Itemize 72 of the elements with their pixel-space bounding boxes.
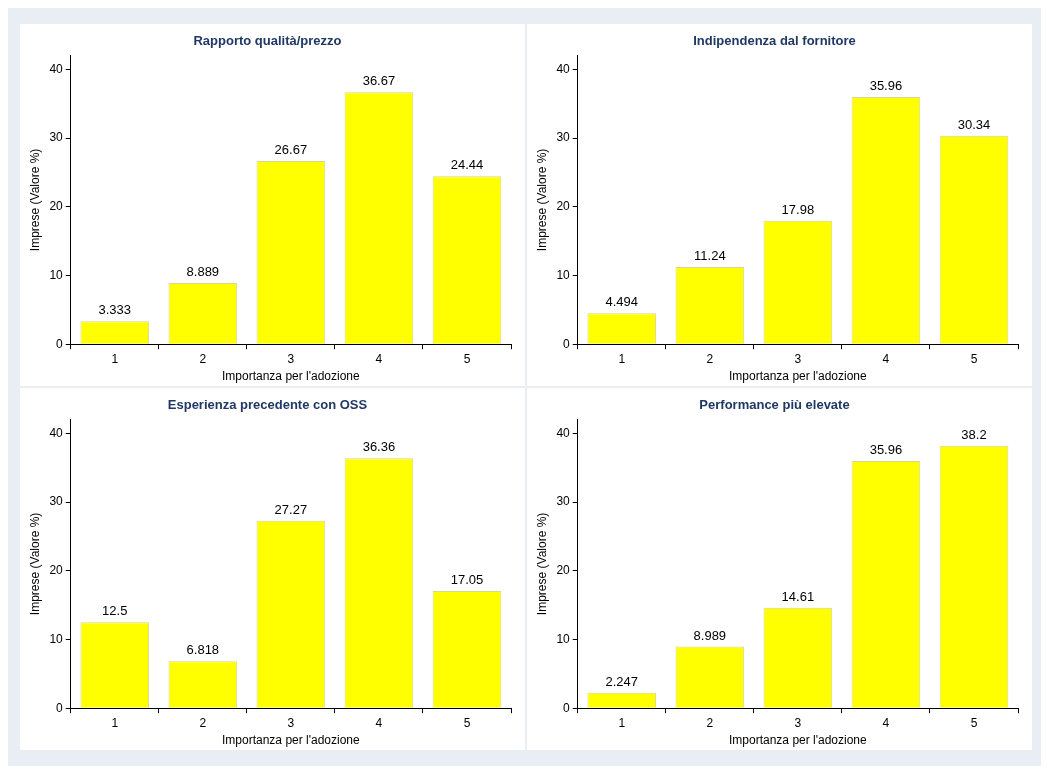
x-tick-label: 2 [706, 715, 714, 730]
data-label: 27.27 [274, 501, 308, 517]
y-tick-label: 0 [563, 336, 571, 351]
y-tick-label: 40 [49, 61, 64, 76]
x-axis-title: Importanza per l'adozione [729, 369, 868, 384]
data-label: 6.818 [186, 642, 220, 658]
x-tick-label: 3 [794, 715, 802, 730]
y-tick-label: 10 [49, 631, 64, 646]
x-tick-label: 1 [618, 715, 626, 730]
x-tick-label: 4 [882, 351, 890, 366]
chart-title: Rapporto qualità/prezzo [193, 33, 342, 49]
x-tick-label: 4 [375, 351, 383, 366]
chart-title: Esperienza precedente con OSS [167, 397, 368, 413]
x-tick-label: 5 [463, 351, 471, 366]
y-axis-title: Imprese (Valore %) [27, 512, 42, 616]
y-tick-label: 10 [49, 267, 64, 282]
x-axis-title: Importanza per l'adozione [729, 733, 868, 748]
x-tick-label: 3 [287, 715, 295, 730]
y-tick-label: 20 [556, 199, 571, 214]
data-label: 30.34 [957, 116, 991, 132]
chart-title: Indipendenza dal fornitore [693, 33, 856, 49]
x-tick-label: 5 [970, 715, 978, 730]
data-label: 17.98 [781, 201, 815, 217]
y-axis-title: Imprese (Valore %) [27, 148, 42, 252]
y-tick-label: 10 [556, 631, 571, 646]
x-tick-label: 5 [970, 351, 978, 366]
y-axis-title: Imprese (Valore %) [534, 148, 549, 252]
x-axis-title: Importanza per l'adozione [222, 369, 361, 384]
y-axis-title: Imprese (Valore %) [534, 512, 549, 616]
data-label: 24.44 [450, 157, 484, 173]
data-label: 4.494 [605, 294, 639, 310]
data-label: 36.36 [362, 439, 396, 455]
y-tick-label: 30 [49, 494, 64, 509]
x-tick-label: 2 [199, 715, 207, 730]
x-tick-label: 4 [882, 715, 890, 730]
y-tick-label: 40 [49, 425, 64, 440]
x-tick-label: 2 [199, 351, 207, 366]
x-tick-label: 1 [111, 715, 119, 730]
y-tick-label: 30 [49, 130, 64, 145]
data-label: 36.67 [362, 73, 396, 89]
chart-title: Performance più elevate [699, 397, 850, 413]
data-label: 3.333 [98, 302, 132, 318]
data-label: 12.5 [102, 603, 128, 619]
x-tick-label: 3 [794, 351, 802, 366]
y-tick-label: 30 [556, 494, 571, 509]
x-tick-label: 1 [618, 351, 626, 366]
y-tick-label: 40 [556, 425, 571, 440]
data-label: 17.05 [450, 572, 484, 588]
data-label: 2.247 [605, 673, 639, 689]
data-label: 8.889 [186, 264, 220, 280]
y-tick-label: 0 [56, 700, 64, 715]
y-tick-label: 30 [556, 130, 571, 145]
y-tick-label: 20 [556, 563, 571, 578]
data-label: 14.61 [781, 588, 815, 604]
y-tick-label: 20 [49, 199, 64, 214]
x-tick-label: 1 [111, 351, 119, 366]
data-label: 8.989 [693, 627, 727, 643]
data-label: 11.24 [694, 248, 726, 264]
y-tick-label: 20 [49, 563, 64, 578]
x-axis-title: Importanza per l'adozione [222, 733, 361, 748]
data-label: 35.96 [869, 78, 903, 94]
data-label: 35.96 [869, 442, 903, 458]
y-tick-label: 0 [563, 700, 571, 715]
data-label: 38.2 [961, 426, 987, 442]
x-tick-label: 2 [706, 351, 714, 366]
y-tick-label: 10 [556, 267, 571, 282]
data-label: 26.67 [274, 142, 308, 158]
y-tick-label: 0 [56, 336, 64, 351]
y-tick-label: 40 [556, 61, 571, 76]
x-tick-label: 5 [463, 715, 471, 730]
x-tick-label: 3 [287, 351, 295, 366]
x-tick-label: 4 [375, 715, 383, 730]
